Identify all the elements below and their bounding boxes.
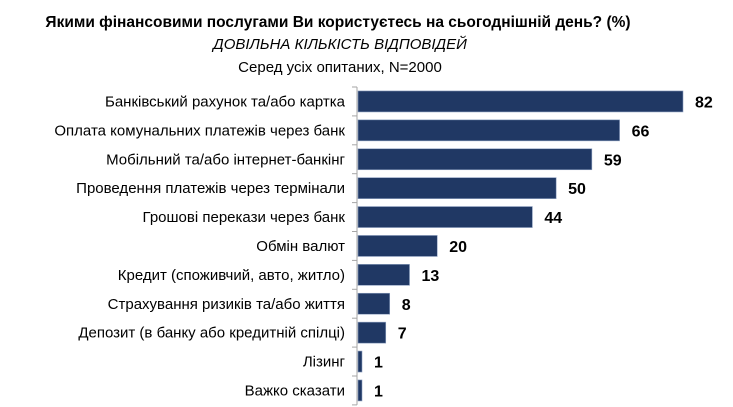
data-label: 44 [544, 210, 562, 227]
category-label: Страхування ризиків та/або життя [108, 296, 345, 313]
category-label: Депозит (в банку або кредитній спілці) [78, 325, 345, 342]
data-label: 59 [604, 152, 622, 169]
bar [357, 264, 410, 286]
bar [357, 206, 533, 228]
data-label: 13 [422, 268, 440, 285]
data-label: 1 [374, 383, 383, 400]
category-label: Оплата комунальних платежів через банк [54, 122, 345, 139]
data-label: 50 [568, 181, 586, 198]
category-label: Важко сказати [245, 382, 345, 399]
data-label: 1 [374, 355, 383, 372]
data-label: 82 [695, 94, 713, 111]
category-label: Проведення платежів через термінали [76, 180, 345, 197]
data-label: 66 [632, 123, 650, 140]
bar [357, 235, 438, 257]
chart-title: Якими фінансовими послугами Ви користуєт… [45, 14, 630, 31]
chart-note: Серед усіх опитаних, N=2000 [238, 59, 442, 76]
category-label: Обмін валют [256, 238, 345, 255]
bar [357, 321, 387, 344]
category-label: Банківський рахунок та/або картка [105, 93, 346, 110]
category-label: Лізинг [303, 354, 346, 371]
data-label: 20 [449, 239, 467, 256]
category-label: Мобільний та/або інтернет-банкінг [106, 151, 345, 168]
category-label: Грошові перекази через банк [143, 209, 346, 226]
chart-subtitle: ДОВІЛЬНА КІЛЬКІСТЬ ВІДПОВІДЕЙ [211, 35, 467, 53]
bar [357, 90, 684, 113]
data-label: 8 [402, 297, 411, 314]
bar [357, 148, 593, 171]
bar [357, 119, 620, 142]
bar [357, 350, 363, 373]
bar [357, 177, 557, 199]
bar [357, 379, 363, 402]
data-label: 7 [398, 326, 407, 343]
bar [357, 292, 391, 315]
category-label: Кредит (споживчий, авто, житло) [118, 267, 345, 284]
